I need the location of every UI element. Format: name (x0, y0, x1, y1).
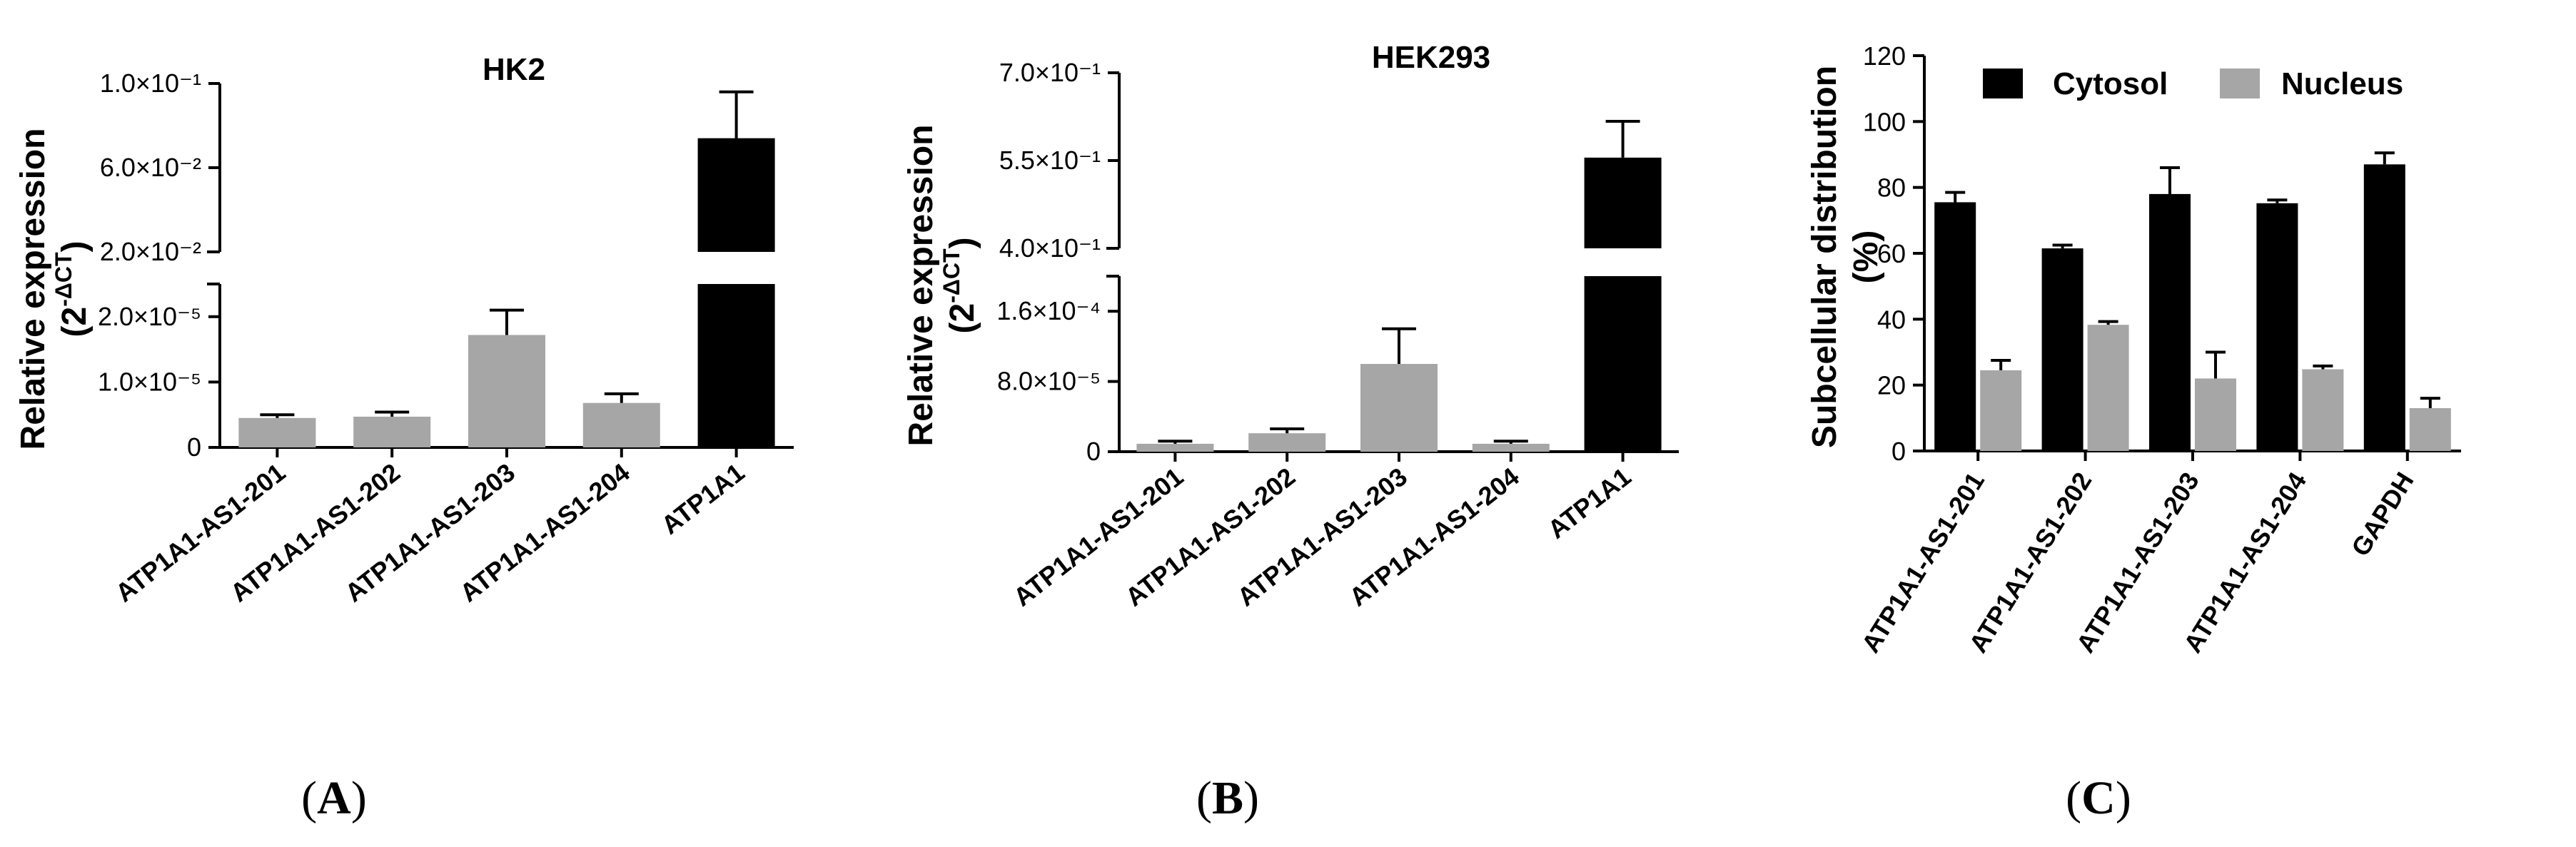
panel-b-formula-close: ) (944, 238, 981, 249)
x-tick-label-gapdh: GAPDH (2345, 467, 2420, 562)
y-tick-label-lower: 0 (187, 432, 201, 462)
bar-atp1a1-as1-203 (468, 335, 545, 447)
bar-cytosol-atp1a1-as1-202 (2041, 248, 2083, 451)
y-tick-label-upper: 1.0×10⁻¹ (100, 69, 201, 98)
y-tick-label-upper: 4.0×10⁻¹ (999, 233, 1101, 263)
bar-nucleus-atp1a1-as1-201 (1980, 370, 2022, 451)
panel-a-title: HK2 (483, 52, 545, 87)
bar-nucleus-atp1a1-as1-203 (2195, 378, 2236, 451)
x-tick-label-atp1a1: ATP1A1 (656, 457, 750, 540)
panel-c-label: (C) (2066, 772, 2131, 824)
y-tick-label-lower: 0 (1086, 437, 1101, 466)
panel-a-ylabel-formula: (2-ΔCT) (51, 241, 94, 338)
y-tick-label: 0 (1891, 437, 1906, 466)
panel-a-formula-exp: -ΔCT (51, 252, 76, 307)
x-tick-label-atp1a1-as1-204: ATP1A1-AS1-204 (2178, 467, 2312, 658)
bar-atp1a1-as1-202 (353, 416, 431, 447)
panel-a-label: (A) (301, 772, 367, 824)
panel-c-ylabel-unit: (%) (1847, 230, 1885, 284)
legend-swatch-cytosol (1983, 69, 2023, 98)
y-tick-label: 120 (1863, 41, 1906, 71)
bar-atp1a1-as1-204 (582, 402, 660, 447)
bar-atp1a1-upper (1584, 157, 1662, 248)
panel-b-formula-exp: -ΔCT (939, 248, 964, 303)
bar-atp1a1-as1-201 (238, 417, 316, 447)
panel-b-ylabel-formula: (2-ΔCT) (939, 238, 981, 334)
panel-a-formula-close: ) (56, 241, 94, 253)
y-tick-label: 80 (1877, 173, 1906, 203)
panel-a-ylabel-group: Relative expression (2-ΔCT) (14, 128, 94, 450)
panel-b-label: (B) (1196, 772, 1259, 824)
bar-atp1a1-lower (697, 284, 775, 447)
legend-label-nucleus: Nucleus (2281, 66, 2403, 101)
bar-cytosol-gapdh (2363, 164, 2405, 451)
y-tick-label: 100 (1863, 107, 1906, 136)
bar-cytosol-atp1a1-as1-203 (2149, 193, 2191, 451)
y-tick-label: 40 (1877, 305, 1906, 334)
x-tick-label-atp1a1-as1-202: ATP1A1-AS1-202 (1963, 467, 2097, 658)
panel-b-ylabel-group: Relative expression (2-ΔCT) (902, 125, 981, 447)
panel-b: HEK293 Relative expression (2-ΔCT) 0 8.0×… (902, 40, 1679, 824)
bar-atp1a1-upper (697, 138, 775, 252)
bar-nucleus-gapdh (2409, 407, 2451, 451)
panel-b-formula-base: (2 (944, 303, 981, 334)
panel-c-plot: 020406080100120ATP1A1-AS1-201ATP1A1-AS1-… (1856, 41, 2461, 658)
bar-atp1a1-lower (1584, 276, 1662, 452)
panel-c-ylabel: Subcellular distribution (1806, 66, 1844, 448)
panel-a-plot: 0 1.0×10⁻⁵ 2.0×10⁻⁵ 2.0×10⁻² 6.0×10⁻² 1.0×10⁻… (98, 69, 794, 608)
panel-c-ylabel-group: Subcellular distribution (%) (1806, 66, 1885, 448)
bar-atp1a1-as1-201 (1136, 443, 1214, 452)
legend-label-cytosol: Cytosol (2053, 66, 2168, 101)
bar-nucleus-atp1a1-as1-202 (2087, 325, 2129, 451)
x-tick-label-atp1a1: ATP1A1 (1542, 462, 1637, 544)
panel-a-ylabel: Relative expression (14, 128, 52, 450)
y-tick-label-upper: 6.0×10⁻² (100, 153, 201, 182)
bar-atp1a1-as1-202 (1248, 433, 1326, 452)
bar-cytosol-atp1a1-as1-204 (2256, 203, 2298, 451)
bar-cytosol-atp1a1-as1-201 (1934, 202, 1976, 451)
y-tick-label-lower: 8.0×10⁻⁵ (997, 367, 1101, 396)
bar-atp1a1-as1-203 (1360, 364, 1438, 452)
y-tick-label-lower: 1.6×10⁻⁴ (996, 296, 1101, 325)
x-tick-label-atp1a1-as1-201: ATP1A1-AS1-201 (1856, 467, 1990, 658)
y-tick-label-upper: 7.0×10⁻¹ (999, 58, 1101, 87)
y-tick-label: 60 (1877, 239, 1906, 268)
panel-b-plot: 0 8.0×10⁻⁵ 1.6×10⁻⁴ 4.0×10⁻¹ 5.5×10⁻¹ 7.0×10⁻… (996, 58, 1679, 612)
y-tick-label-upper: 2.0×10⁻² (100, 237, 201, 266)
bar-atp1a1-as1-204 (1472, 443, 1550, 452)
panel-c: Subcellular distribution (%) 0 20 40 60 80 10… (1806, 41, 2461, 824)
panel-b-title: HEK293 (1372, 40, 1490, 75)
y-tick-label: 20 (1877, 371, 1906, 400)
y-tick-label-lower: 2.0×10⁻⁵ (98, 302, 201, 331)
bar-nucleus-atp1a1-as1-204 (2302, 369, 2344, 451)
panel-a: HK2 Relative expression (2-ΔCT) 0 1.0×10⁻… (14, 52, 794, 824)
panel-c-legend: Cytosol Nucleus (1983, 66, 2403, 101)
legend-swatch-nucleus (2220, 69, 2260, 98)
panel-b-ylabel: Relative expression (902, 125, 940, 447)
x-tick-label-atp1a1-as1-203: ATP1A1-AS1-203 (2071, 467, 2205, 658)
y-tick-label-lower: 1.0×10⁻⁵ (98, 367, 201, 396)
panel-a-formula-base: (2 (56, 307, 94, 338)
y-tick-label-upper: 5.5×10⁻¹ (999, 146, 1101, 175)
